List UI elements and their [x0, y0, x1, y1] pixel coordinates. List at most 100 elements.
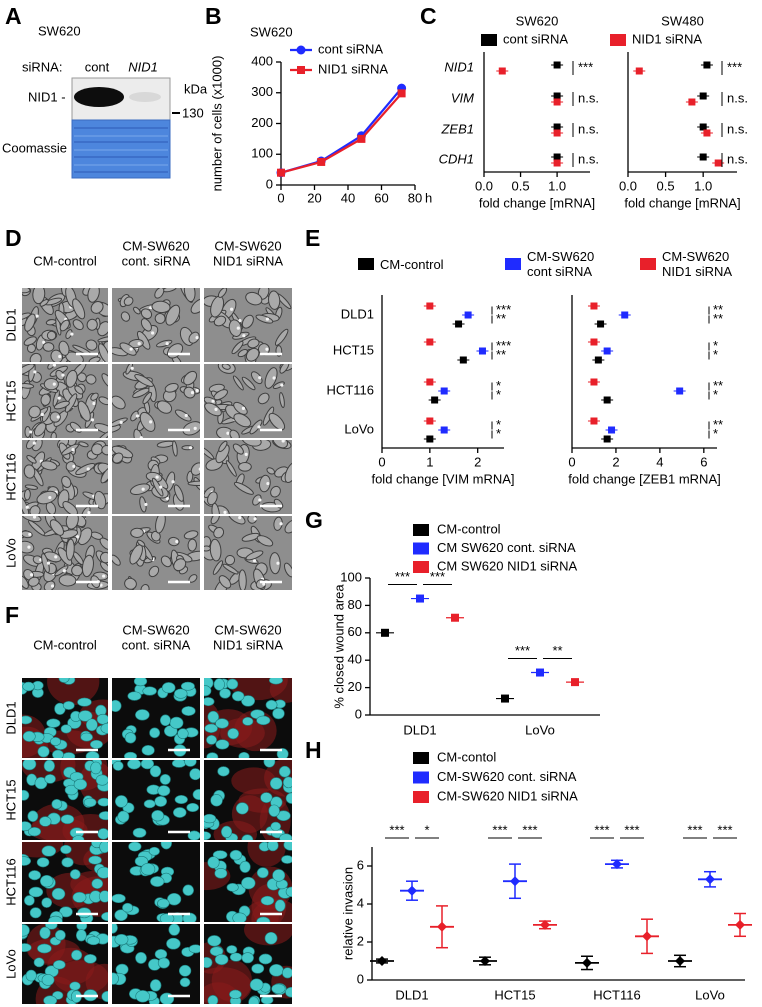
- nucleus: [149, 727, 161, 739]
- cell: [25, 440, 37, 450]
- point: [553, 61, 561, 69]
- point: [540, 919, 550, 930]
- nucleus: [41, 845, 57, 857]
- halo: [28, 532, 32, 536]
- significance-label: ***: [496, 338, 511, 353]
- nucleus: [100, 722, 108, 734]
- cell: [183, 370, 198, 386]
- halo: [61, 373, 65, 377]
- nucleus: [48, 915, 63, 922]
- nucleus: [282, 776, 292, 789]
- nucleus: [22, 730, 36, 742]
- halo: [214, 407, 218, 411]
- cell: [250, 371, 263, 385]
- series-line: [280, 87, 403, 174]
- nucleus: [96, 866, 108, 879]
- band-label: NID1 -: [28, 89, 66, 104]
- nucleus: [269, 777, 283, 790]
- nucleus: [149, 979, 162, 992]
- column-header: cont. siRNA: [122, 637, 191, 652]
- halo: [184, 413, 188, 418]
- nucleus: [85, 718, 98, 732]
- halo: [102, 574, 106, 578]
- significance-label: ***: [594, 822, 609, 837]
- point: [597, 320, 605, 328]
- nucleus: [256, 715, 271, 726]
- cell: [272, 381, 285, 389]
- significance-label: ***: [578, 59, 593, 74]
- nucleus: [28, 826, 41, 837]
- legend-swatch: [610, 34, 626, 46]
- nucleus: [168, 924, 181, 936]
- nucleus: [267, 842, 279, 852]
- cell: [130, 483, 151, 495]
- cell: [256, 535, 274, 547]
- legend-label: cont siRNA: [318, 41, 383, 56]
- halo: [262, 582, 266, 586]
- row-label: HCT15: [3, 779, 18, 820]
- significance-label: ***: [430, 569, 445, 584]
- nucleus: [39, 926, 51, 940]
- nucleus: [143, 799, 156, 809]
- x-tick-label: 2: [474, 454, 481, 469]
- nucleus: [258, 953, 273, 965]
- cell: [22, 575, 29, 589]
- micrograph: [112, 678, 200, 758]
- nucleus: [112, 924, 118, 934]
- point: [440, 387, 448, 395]
- x-unit: h: [425, 190, 432, 205]
- nucleus: [268, 678, 283, 685]
- halo: [265, 347, 269, 351]
- significance-label: **: [713, 378, 723, 393]
- x-axis-label: fold change [ZEB1 mRNA]: [568, 471, 720, 486]
- nucleus: [174, 795, 188, 805]
- cell: [101, 445, 108, 456]
- point: [688, 98, 696, 106]
- cell: [112, 554, 121, 566]
- column-header: cont. siRNA: [122, 253, 191, 268]
- halo: [46, 561, 51, 565]
- nucleus: [272, 869, 286, 882]
- nucleus: [154, 949, 168, 960]
- nucleus: [232, 912, 247, 922]
- nucleus: [178, 964, 192, 977]
- halo: [253, 517, 257, 521]
- nucleus: [256, 867, 269, 879]
- cell: [42, 342, 55, 352]
- nucleus: [95, 774, 108, 786]
- lane-header: siRNA:: [22, 59, 62, 74]
- cell: [238, 569, 247, 590]
- nucleus: [25, 969, 37, 982]
- x-tick-label: 0.0: [475, 178, 493, 193]
- cell: [150, 530, 161, 542]
- point: [426, 417, 434, 425]
- cell: [241, 532, 260, 542]
- halo: [54, 555, 58, 559]
- nucleus: [241, 695, 255, 707]
- cell: [272, 440, 288, 449]
- point: [480, 956, 490, 966]
- cell: [284, 461, 292, 483]
- halo: [71, 447, 75, 452]
- halo: [137, 342, 141, 346]
- legend-label: CM-control: [437, 521, 501, 536]
- micrograph: [112, 924, 200, 1004]
- nucleus: [69, 869, 81, 880]
- halo: [58, 354, 62, 359]
- y-tick-label: 2: [357, 933, 364, 948]
- nucleus: [150, 876, 165, 887]
- halo: [40, 412, 44, 417]
- column-header: NID1 siRNA: [213, 253, 283, 268]
- y-tick-label: 0: [355, 706, 362, 721]
- nucleus: [40, 874, 54, 888]
- cell: [188, 331, 200, 344]
- nucleus: [214, 954, 229, 966]
- nucleus: [285, 792, 292, 804]
- nucleus: [22, 760, 37, 771]
- nucleus: [37, 943, 52, 954]
- nucleus: [241, 952, 254, 964]
- panel-letter: E: [305, 225, 320, 251]
- cell: [33, 422, 47, 437]
- halo: [62, 569, 66, 573]
- x-tick-label: 20: [307, 190, 321, 205]
